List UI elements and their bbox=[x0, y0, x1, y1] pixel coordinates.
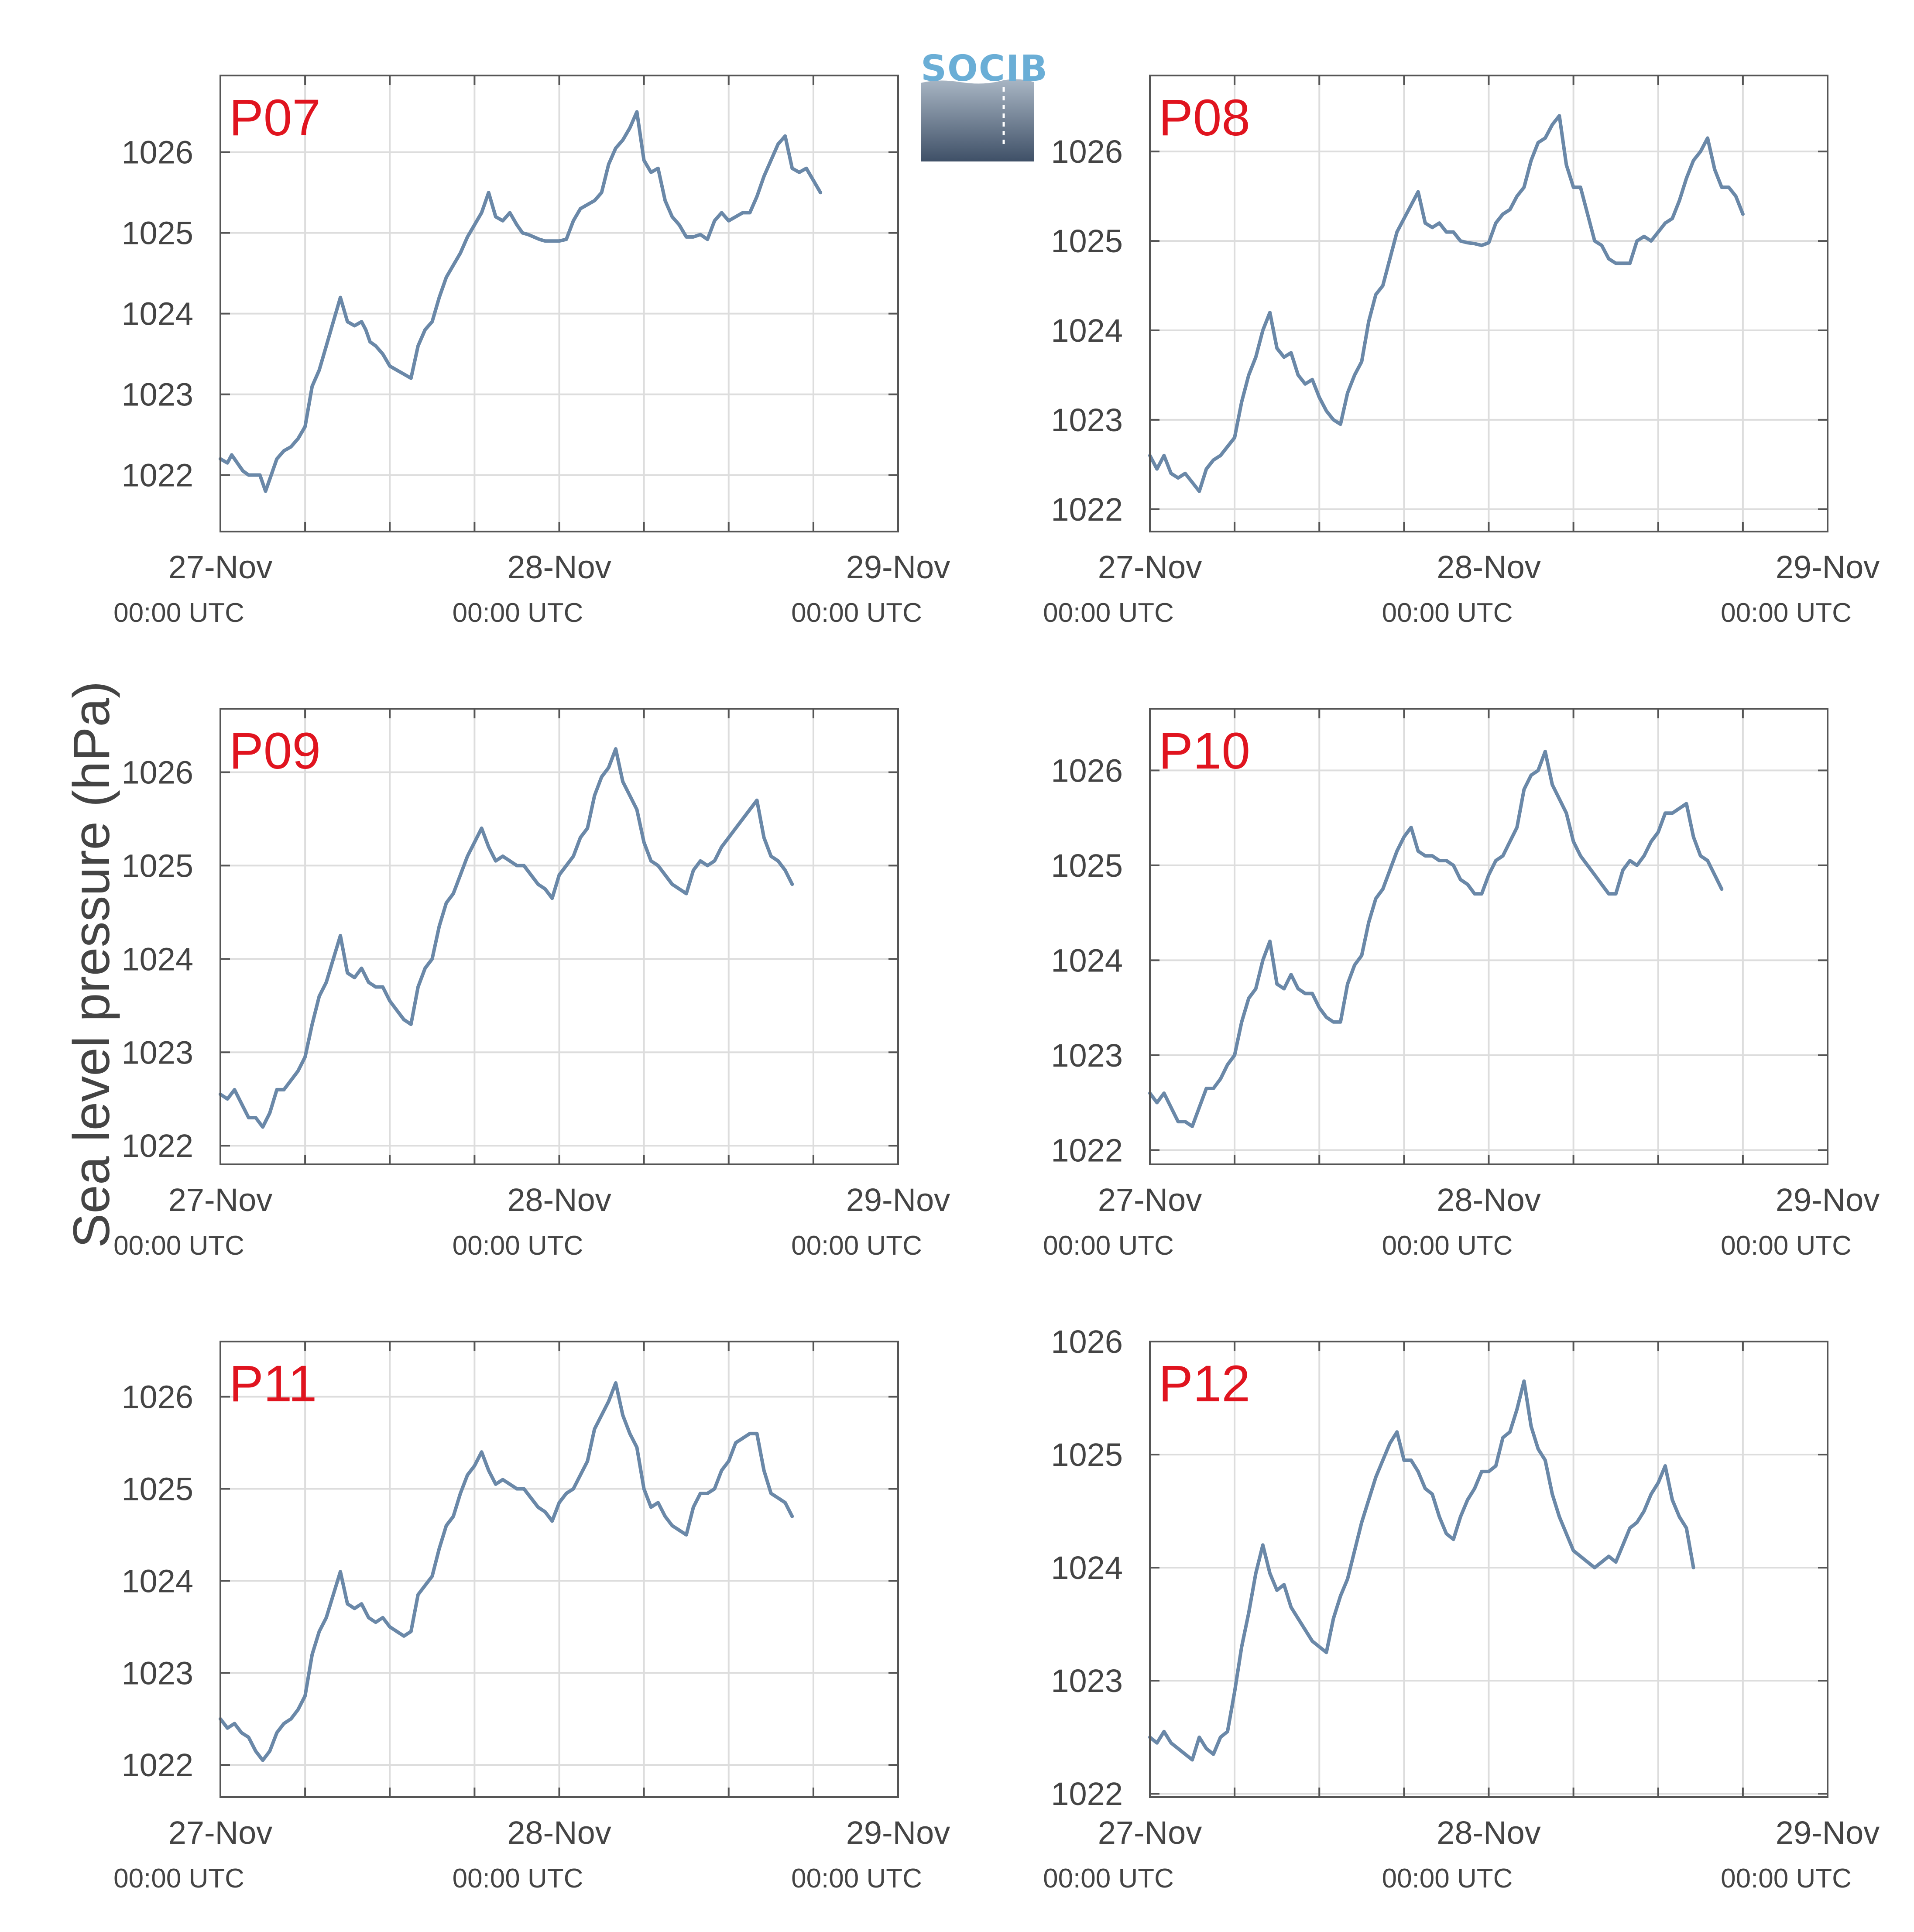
x-tick-label: 27-Nov bbox=[1098, 549, 1202, 585]
y-tick-label: 1022 bbox=[1051, 1776, 1123, 1812]
y-tick-label: 1023 bbox=[1051, 402, 1123, 438]
chart-panel-p08: 1022 1023 1024 1025 1026 27-Nov 00:00 UTC 28-No… bbox=[1043, 75, 1880, 628]
series-line bbox=[1148, 749, 1724, 1128]
plot-frame bbox=[220, 1341, 899, 1798]
y-tick-label: 1025 bbox=[1051, 1437, 1123, 1473]
y-tick-label: 1024 bbox=[121, 1563, 193, 1599]
chart-panel-p12: 1022 1023 1024 1025 1026 27-Nov 00:00 UTC 28-No… bbox=[1043, 1324, 1880, 1894]
x-tick-sublabel: 00:00 UTC bbox=[1043, 1231, 1174, 1261]
series-line bbox=[1148, 114, 1745, 493]
x-tick-sublabel: 00:00 UTC bbox=[113, 1231, 244, 1261]
panel-label: P12 bbox=[1159, 1355, 1250, 1413]
y-tick-label: 1022 bbox=[1051, 491, 1123, 528]
socib-logo-icon bbox=[921, 79, 1034, 161]
series-line bbox=[219, 1381, 794, 1762]
y-tick-label: 1025 bbox=[1051, 848, 1123, 884]
panel-label: P09 bbox=[229, 722, 321, 780]
x-tick-sublabel: 00:00 UTC bbox=[1043, 1863, 1174, 1894]
y-tick-label: 1025 bbox=[121, 215, 193, 251]
x-tick-label: 28-Nov bbox=[507, 1182, 611, 1218]
y-tick-label: 1023 bbox=[121, 1655, 193, 1691]
x-tick-sublabel: 00:00 UTC bbox=[1043, 598, 1174, 628]
series-line bbox=[219, 747, 794, 1129]
x-tick-sublabel: 00:00 UTC bbox=[1721, 598, 1852, 628]
y-tick-label: 1024 bbox=[1051, 1550, 1123, 1586]
x-tick-label: 27-Nov bbox=[1098, 1815, 1202, 1851]
x-tick-sublabel: 00:00 UTC bbox=[791, 1231, 922, 1261]
x-tick-label: 27-Nov bbox=[168, 549, 273, 585]
y-tick-label: 1023 bbox=[1051, 1037, 1123, 1074]
x-tick-label: 28-Nov bbox=[507, 549, 611, 585]
y-tick-label: 1026 bbox=[1051, 134, 1123, 170]
y-tick-label: 1023 bbox=[121, 1034, 193, 1071]
chart-panel-p10: 1022 1023 1024 1025 1026 27-Nov 00:00 UTC 28-No… bbox=[1043, 708, 1880, 1261]
panel-label: P11 bbox=[229, 1355, 317, 1413]
x-tick-sublabel: 00:00 UTC bbox=[1382, 1863, 1513, 1894]
x-tick-sublabel: 00:00 UTC bbox=[791, 598, 922, 628]
panel-label: P07 bbox=[229, 89, 321, 147]
y-tick-label: 1023 bbox=[121, 377, 193, 413]
chart-panel-p11: 1022 1023 1024 1025 1026 27-Nov 00:00 UTC 28-No… bbox=[113, 1341, 950, 1894]
panel-label: P08 bbox=[1159, 89, 1250, 147]
y-tick-label: 1022 bbox=[1051, 1132, 1123, 1168]
x-tick-sublabel: 00:00 UTC bbox=[1382, 598, 1513, 628]
x-tick-sublabel: 00:00 UTC bbox=[1721, 1231, 1852, 1261]
series-line bbox=[1148, 1379, 1695, 1762]
plot-frame bbox=[220, 75, 899, 532]
plot-frame bbox=[1149, 708, 1828, 1165]
plot-frame bbox=[1149, 75, 1828, 532]
y-tick-label: 1022 bbox=[121, 457, 193, 494]
x-tick-sublabel: 00:00 UTC bbox=[453, 1231, 583, 1261]
y-tick-label: 1026 bbox=[1051, 752, 1123, 789]
x-tick-sublabel: 00:00 UTC bbox=[113, 598, 244, 628]
plot-frame bbox=[220, 708, 899, 1165]
y-tick-label: 1025 bbox=[1051, 223, 1123, 259]
y-tick-label: 1024 bbox=[1051, 312, 1123, 349]
x-tick-label: 27-Nov bbox=[168, 1182, 273, 1218]
y-tick-label: 1025 bbox=[121, 1471, 193, 1507]
x-tick-sublabel: 00:00 UTC bbox=[453, 1863, 583, 1894]
chart-panel-p09: 1022 1023 1024 1025 1026 27-Nov 00:00 UTC 28-No… bbox=[113, 708, 950, 1261]
x-tick-label: 28-Nov bbox=[1437, 549, 1541, 585]
x-tick-sublabel: 00:00 UTC bbox=[1382, 1231, 1513, 1261]
y-tick-label: 1024 bbox=[1051, 942, 1123, 978]
logo-text: SOCIB bbox=[921, 48, 1048, 89]
x-tick-label: 29-Nov bbox=[1776, 1182, 1880, 1218]
x-tick-sublabel: 00:00 UTC bbox=[1721, 1863, 1852, 1894]
socib-logo: SOCIB bbox=[921, 48, 1048, 161]
y-tick-label: 1026 bbox=[121, 1379, 193, 1415]
y-tick-label: 1024 bbox=[121, 296, 193, 332]
x-tick-label: 29-Nov bbox=[846, 549, 950, 585]
x-tick-label: 29-Nov bbox=[846, 1182, 950, 1218]
x-tick-sublabel: 00:00 UTC bbox=[791, 1863, 922, 1894]
x-tick-label: 28-Nov bbox=[507, 1815, 611, 1851]
panel-label: P10 bbox=[1159, 722, 1250, 780]
x-tick-label: 27-Nov bbox=[168, 1815, 273, 1851]
x-tick-label: 29-Nov bbox=[1776, 549, 1880, 585]
plot-frame bbox=[1149, 1341, 1828, 1798]
series-line bbox=[219, 110, 823, 493]
x-tick-sublabel: 00:00 UTC bbox=[453, 598, 583, 628]
y-tick-label: 1022 bbox=[121, 1747, 193, 1783]
y-tick-label: 1026 bbox=[1051, 1324, 1123, 1360]
x-tick-label: 29-Nov bbox=[846, 1815, 950, 1851]
x-tick-label: 28-Nov bbox=[1437, 1182, 1541, 1218]
x-tick-sublabel: 00:00 UTC bbox=[113, 1863, 244, 1894]
y-tick-label: 1026 bbox=[121, 754, 193, 790]
x-tick-label: 27-Nov bbox=[1098, 1182, 1202, 1218]
y-axis-label: Sea level pressure (hPa) bbox=[63, 681, 120, 1248]
chart-panel-p07: 1022 1023 1024 1025 1026 27-Nov 00:00 UTC 28-No… bbox=[113, 75, 950, 628]
y-tick-label: 1022 bbox=[121, 1128, 193, 1164]
x-tick-label: 29-Nov bbox=[1776, 1815, 1880, 1851]
y-tick-label: 1024 bbox=[121, 941, 193, 977]
y-tick-label: 1025 bbox=[121, 848, 193, 884]
y-tick-label: 1023 bbox=[1051, 1663, 1123, 1699]
y-tick-label: 1026 bbox=[121, 134, 193, 171]
x-tick-label: 28-Nov bbox=[1437, 1815, 1541, 1851]
